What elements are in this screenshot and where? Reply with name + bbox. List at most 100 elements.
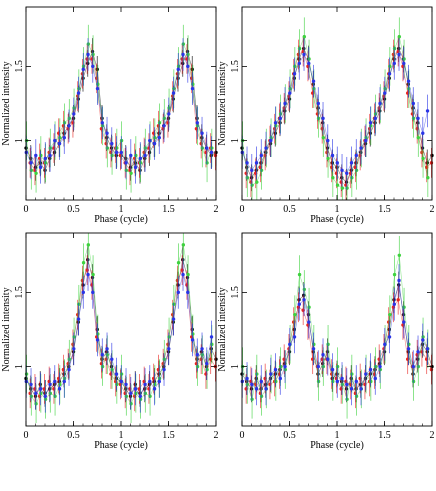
data-point <box>392 302 396 306</box>
data-point <box>162 367 166 372</box>
y-axis-label: Normalized intensity <box>217 61 228 145</box>
x-tick-label: 1 <box>119 204 124 215</box>
data-point <box>34 391 38 396</box>
data-point <box>330 367 335 372</box>
data-point <box>250 382 254 387</box>
data-point <box>213 153 218 158</box>
y-tick-label: 1.5 <box>230 60 241 73</box>
data-point <box>254 387 259 391</box>
data-point <box>392 61 396 66</box>
panel-top-left: 0 0.5 1 1.5 2 1 1.5 Phase (cycle) Normalized int… <box>1 6 219 225</box>
x-tick-label: 1 <box>335 204 340 215</box>
data-point <box>326 138 330 143</box>
data-point <box>81 67 85 72</box>
data-point <box>421 156 425 161</box>
data-point <box>105 131 109 135</box>
data-point <box>345 171 349 175</box>
data-point <box>316 364 320 369</box>
data-point <box>81 290 85 295</box>
data-point <box>387 72 392 76</box>
data-point <box>171 317 176 321</box>
data-point <box>330 153 335 158</box>
data-point <box>326 156 330 161</box>
data-point <box>273 367 278 372</box>
x-tick-label: 0 <box>24 204 29 215</box>
data-point <box>416 135 421 140</box>
data-point <box>288 342 292 347</box>
series-line-blue <box>242 280 428 390</box>
data-point <box>349 161 354 165</box>
data-point <box>421 338 425 342</box>
data-point <box>195 121 199 125</box>
data-point <box>326 357 330 361</box>
series-green <box>240 235 430 419</box>
data-point <box>129 391 133 396</box>
data-point <box>411 364 415 369</box>
data-point <box>205 146 209 150</box>
y-axis-label: Normalized intensity <box>217 287 228 371</box>
series-line-green <box>242 255 429 400</box>
data-point <box>100 353 104 357</box>
data-point <box>368 121 373 125</box>
data-point <box>345 382 349 387</box>
data-point <box>129 171 133 175</box>
data-point <box>76 91 81 95</box>
data-point <box>321 135 326 140</box>
data-point <box>416 116 420 121</box>
data-point <box>157 379 161 384</box>
series-green <box>24 233 214 424</box>
data-point <box>416 350 420 354</box>
data-point <box>148 138 152 143</box>
data-point <box>311 347 316 351</box>
data-point <box>176 67 180 72</box>
data-point <box>171 91 176 95</box>
data-point <box>91 290 95 295</box>
data-point <box>190 67 194 72</box>
x-tick-label: 0.5 <box>67 430 80 441</box>
data-point <box>254 161 259 165</box>
data-point <box>392 272 397 277</box>
data-point <box>72 112 76 116</box>
data-point <box>72 347 76 351</box>
data-point <box>124 382 128 387</box>
data-point <box>425 109 430 113</box>
x-tick-label: 1 <box>119 430 124 441</box>
data-point <box>91 64 95 69</box>
data-point <box>209 335 214 339</box>
x-tick-label: 0.5 <box>283 204 296 215</box>
x-axis-label: Phase (cycle) <box>310 214 364 225</box>
data-point <box>269 372 273 376</box>
plot-frame <box>25 6 217 201</box>
x-tick-label: 2 <box>214 430 219 441</box>
data-point <box>176 260 181 265</box>
data-point <box>95 67 99 72</box>
data-point <box>387 335 392 339</box>
series-line-green <box>26 244 213 405</box>
data-point <box>397 253 402 257</box>
panel-bottom-left: 0 0.5 1 1.5 2 1 1.5 Phase (cycle) Normalized int… <box>1 232 219 451</box>
data-point <box>425 161 429 165</box>
data-point <box>264 387 268 391</box>
panel-top-right: 0 0.5 1 1.5 2 1 1.5 Phase (cycle) Normalized int… <box>217 6 435 225</box>
data-point <box>129 153 133 158</box>
data-point <box>53 379 57 384</box>
data-point <box>359 387 363 391</box>
data-point <box>38 387 43 391</box>
data-point <box>133 387 138 391</box>
data-point <box>373 116 377 121</box>
data-point <box>205 361 209 366</box>
x-tick-label: 1.5 <box>162 204 175 215</box>
data-point <box>402 320 406 324</box>
data-point <box>86 272 90 277</box>
data-point <box>354 379 358 384</box>
data-point <box>321 353 325 357</box>
y-tick-label: 1 <box>14 138 25 143</box>
data-point <box>397 52 401 57</box>
data-point <box>29 161 33 165</box>
data-point <box>297 61 301 66</box>
y-tick-label: 1.5 <box>230 286 241 299</box>
data-point <box>426 176 430 180</box>
data-point <box>67 367 71 372</box>
y-tick-label: 1.5 <box>14 286 25 299</box>
data-point <box>302 34 307 39</box>
